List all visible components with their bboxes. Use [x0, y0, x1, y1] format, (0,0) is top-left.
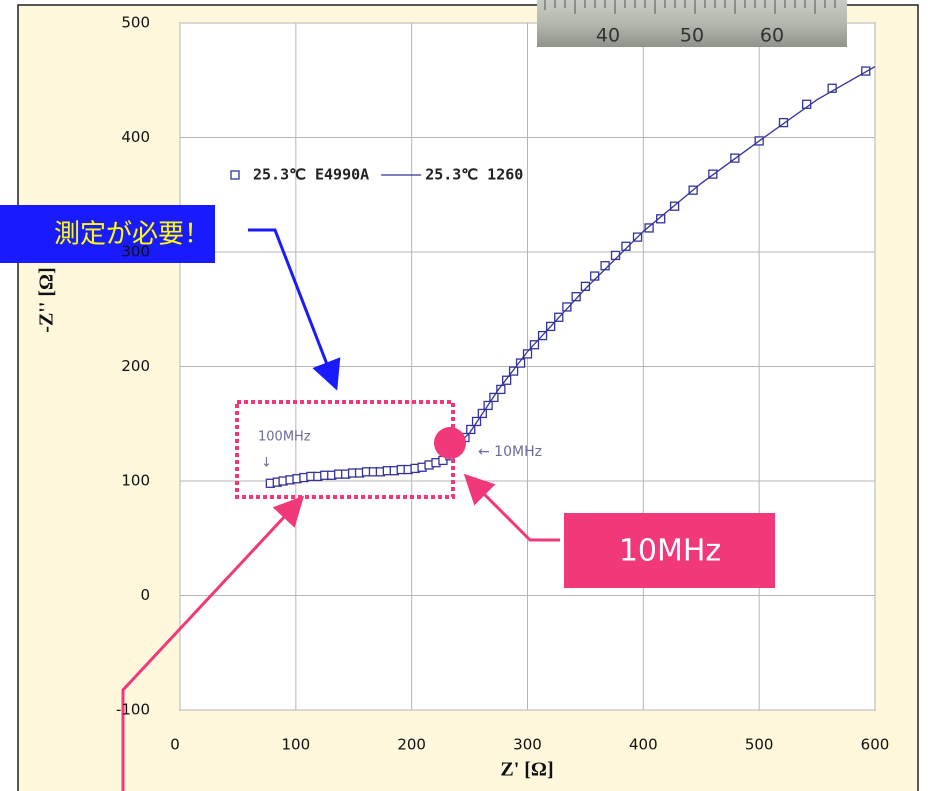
data-point [522, 349, 533, 359]
data-point [580, 281, 591, 292]
legend-label: 25.3℃ 1260 [425, 166, 523, 184]
annotation: ← 10MHz [478, 444, 542, 460]
data-point [466, 424, 476, 435]
ruler-ticks [544, 0, 836, 14]
y-axis-label: -Z'' [Ω] [36, 267, 58, 332]
arrow [463, 473, 560, 542]
data-point [501, 375, 512, 385]
point-marker [434, 427, 466, 459]
x-tick-label: 100 [282, 736, 311, 754]
data-point [562, 302, 572, 312]
arrow [248, 228, 341, 391]
ruler-label: 50 [680, 25, 704, 47]
x-tick-label: 500 [745, 736, 774, 754]
callout-box [0, 205, 215, 263]
annotation: ↓ [261, 456, 272, 471]
x-tick-label: 600 [861, 736, 890, 754]
callout-text: 測定が必要！ [54, 220, 210, 250]
x-tick-label: 200 [397, 736, 426, 754]
callout-text: 10MHz [619, 534, 721, 569]
arrow [121, 495, 305, 791]
y-tick-label: -100 [116, 701, 150, 719]
x-tick-label: 0 [170, 736, 180, 754]
highlight-box [235, 400, 455, 499]
data-line [445, 65, 876, 457]
data-point [508, 366, 519, 376]
x-axis-label: Z' [Ω] [500, 759, 553, 781]
data-point [644, 223, 654, 233]
data-point [515, 358, 526, 368]
x-tick-label: 400 [629, 736, 658, 754]
y-tick-label: 400 [121, 128, 150, 146]
x-tick-label: 300 [513, 736, 542, 754]
y-tick-label: 200 [121, 357, 150, 375]
legend-marker [230, 170, 240, 180]
callout-box [564, 513, 775, 588]
annotation: 100MHz [258, 430, 311, 445]
legend-label: 25.3℃ E4990A [253, 166, 369, 184]
data-point [571, 292, 581, 302]
y-tick-label: 500 [121, 14, 150, 32]
data-point [778, 117, 789, 128]
y-tick-label: 0 [140, 586, 150, 604]
ruler-label: 40 [596, 25, 620, 47]
y-tick-label: 300 [121, 243, 150, 261]
data-point [621, 241, 631, 251]
y-tick-label: 100 [121, 472, 150, 490]
marks [265, 65, 876, 488]
data-point [656, 214, 666, 224]
ruler-label: 60 [760, 25, 784, 47]
